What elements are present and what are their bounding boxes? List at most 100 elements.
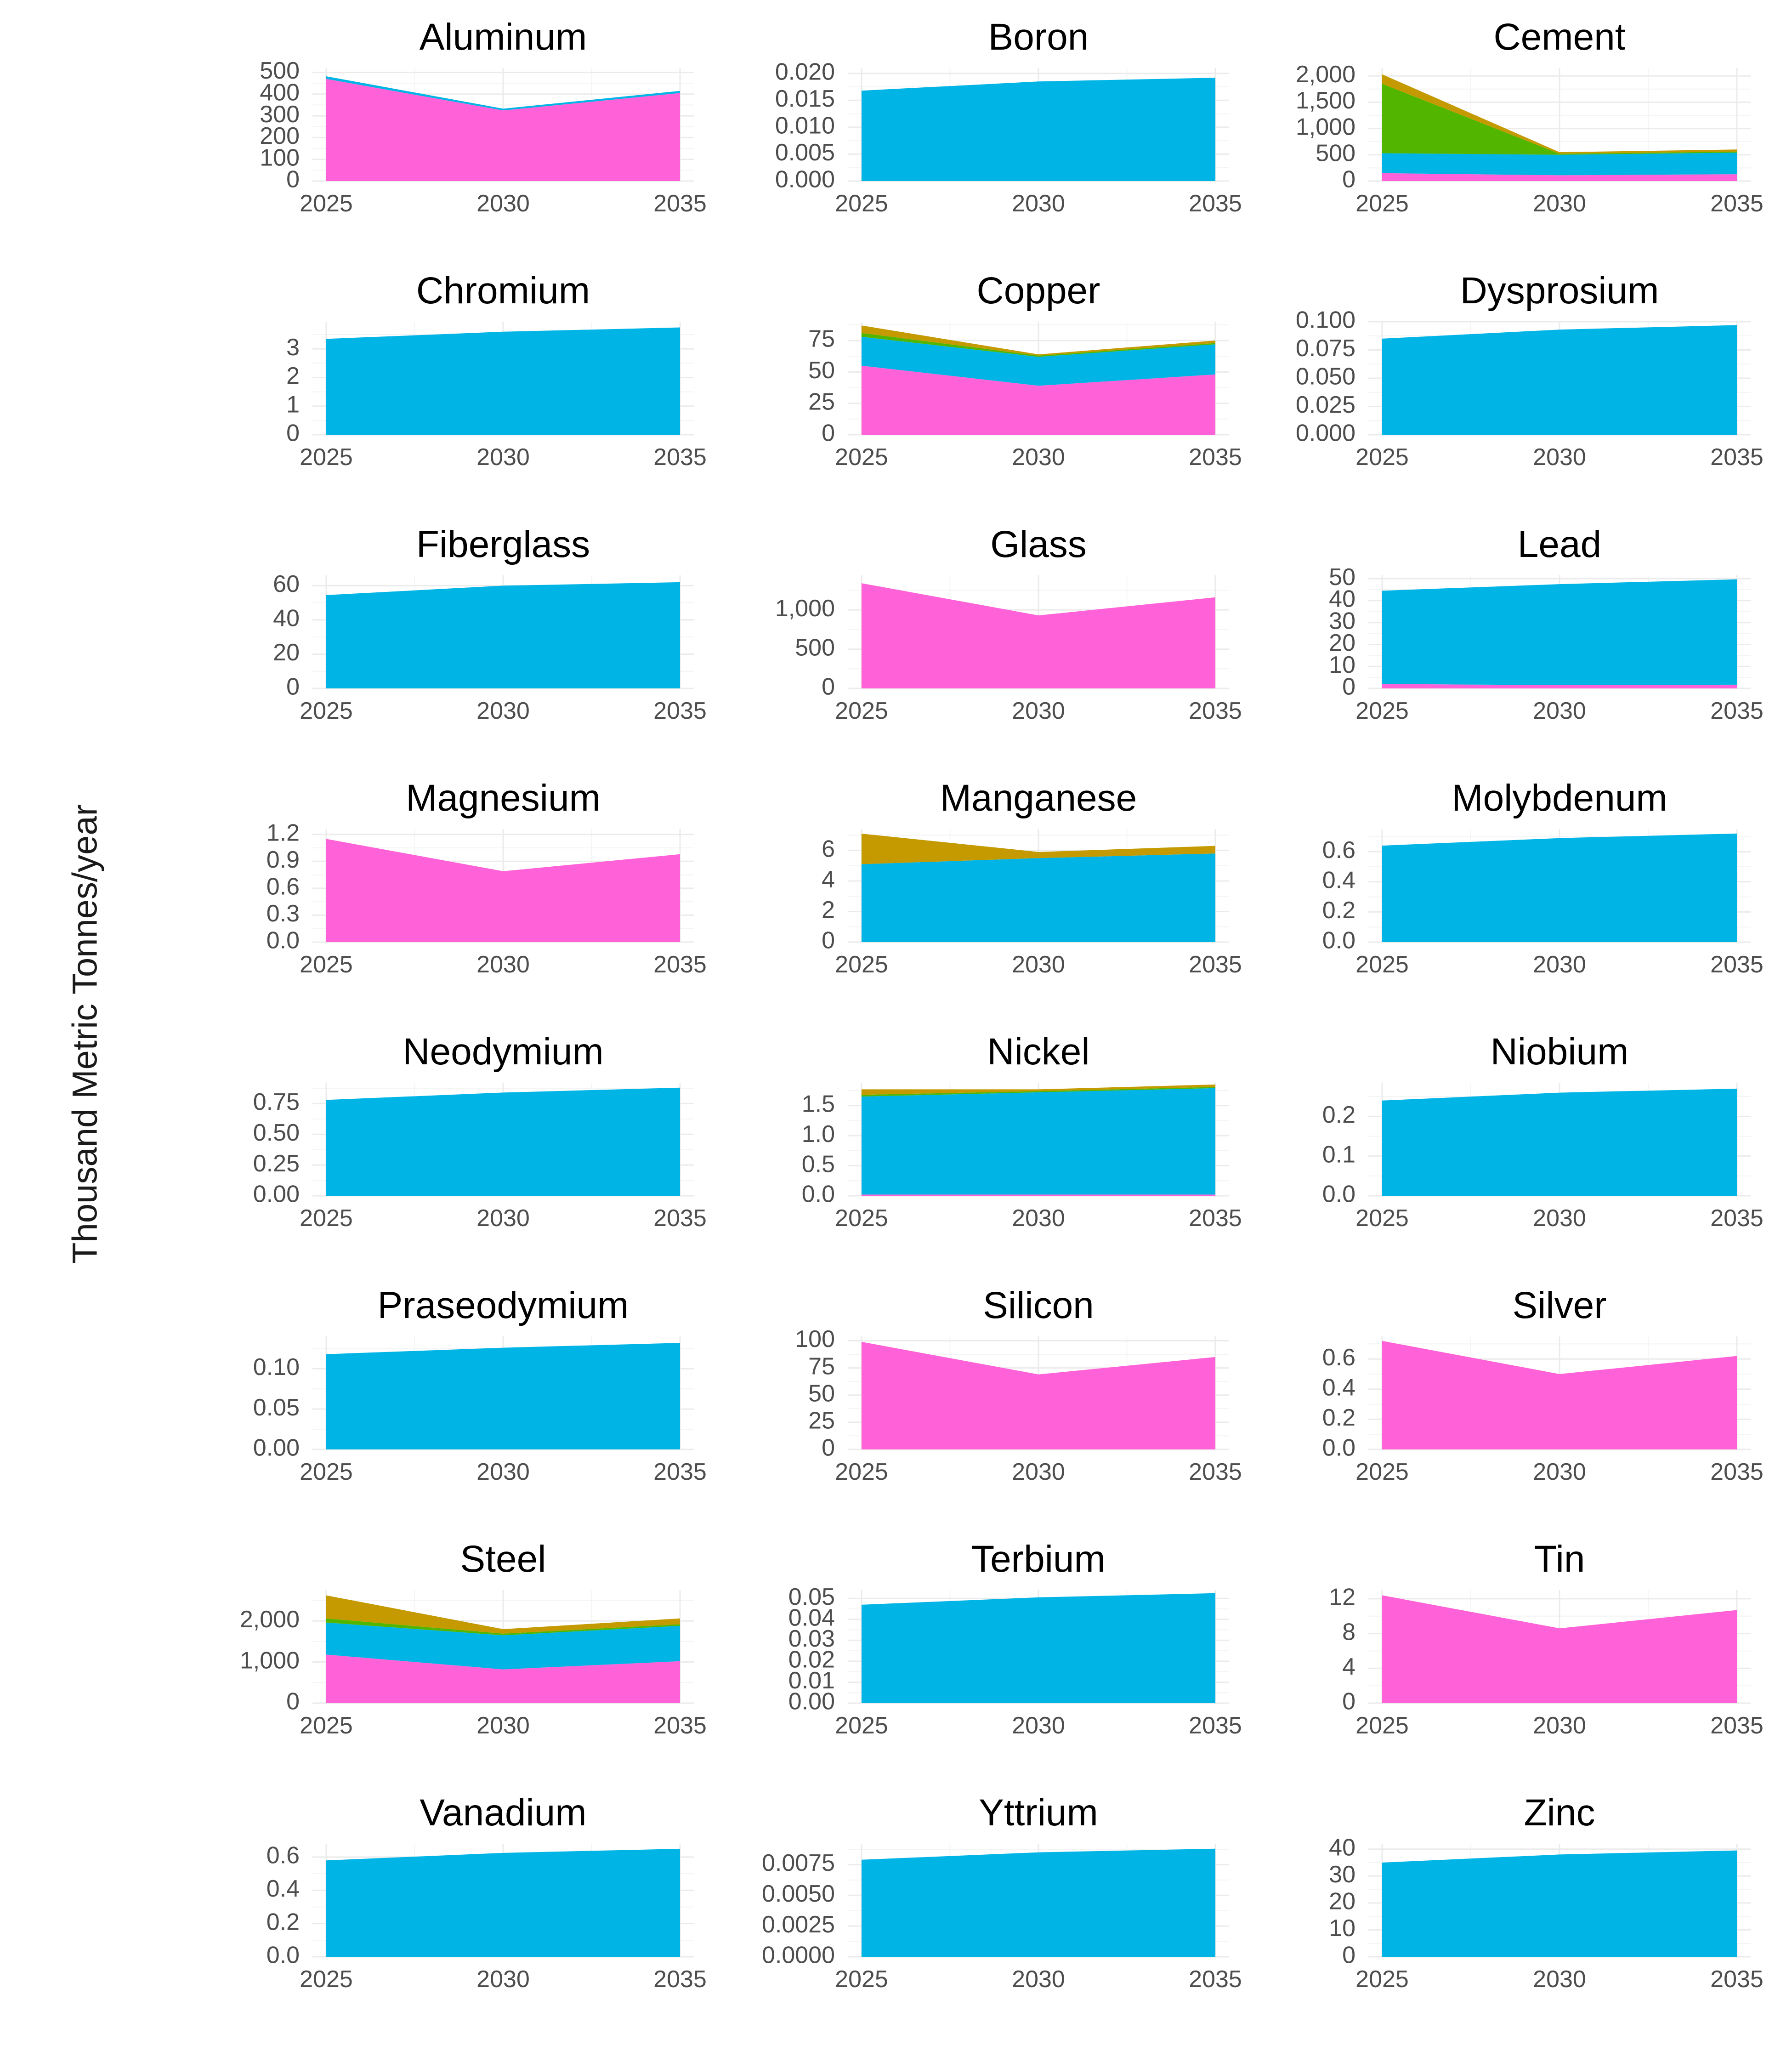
y-tick-label: 30 <box>1329 1861 1355 1888</box>
x-tick-label: 2035 <box>1710 698 1764 724</box>
x-tick-label: 2025 <box>835 190 888 217</box>
facet-neodymium: Neodymium 0.00 0.25 0.50 0.75 2025 2030 2035 <box>253 1031 707 1232</box>
x-tick-label: 2030 <box>1012 1712 1065 1739</box>
y-tick-label: 0.0 <box>1322 1181 1355 1208</box>
y-tick-label: 100 <box>260 144 300 171</box>
facet-title: Fiberglass <box>416 523 590 565</box>
x-tick-label: 2025 <box>835 951 888 978</box>
y-tick-label: 20 <box>1329 1888 1355 1915</box>
x-tick-label: 2030 <box>476 1205 530 1232</box>
x-tick-label: 2025 <box>300 444 353 471</box>
y-tick-label: 0.00 <box>253 1181 300 1208</box>
facet-title: Silicon <box>983 1284 1094 1326</box>
x-tick-label: 2025 <box>1355 1459 1409 1485</box>
area-layer-manganese-2 <box>862 834 1215 864</box>
x-tick-label: 2025 <box>835 698 888 724</box>
area-layer-steel-2 <box>326 1622 680 1670</box>
y-tick-label: 0.020 <box>775 58 835 85</box>
x-tick-label: 2030 <box>1012 444 1065 471</box>
x-tick-label: 2035 <box>1710 951 1764 978</box>
area-layer-neodymium-1 <box>326 1087 680 1196</box>
facet-title: Magnesium <box>406 777 601 819</box>
area-layer-tin-1 <box>1382 1595 1737 1703</box>
y-tick-label: 4 <box>1342 1653 1355 1680</box>
x-tick-label: 2025 <box>300 1459 353 1485</box>
y-tick-label: 0.4 <box>267 1875 300 1902</box>
x-tick-label: 2030 <box>1533 951 1586 978</box>
y-tick-label: 0.050 <box>1296 364 1355 390</box>
x-tick-label: 2035 <box>653 1712 707 1739</box>
y-tick-label: 0.6 <box>1322 837 1355 864</box>
y-tick-label: 30 <box>1329 608 1355 634</box>
facet-title: Tin <box>1534 1538 1585 1580</box>
y-tick-label: 10 <box>1329 1915 1355 1942</box>
x-tick-label: 2035 <box>1189 190 1242 217</box>
area-layer-lead-2 <box>1382 579 1737 685</box>
y-tick-label: 300 <box>260 101 300 128</box>
facet-title: Zinc <box>1524 1792 1595 1834</box>
y-tick-label: 0.010 <box>775 113 835 139</box>
y-tick-label: 200 <box>260 123 300 149</box>
area-layer-yttrium-1 <box>862 1848 1215 1957</box>
x-tick-label: 2025 <box>1355 1205 1409 1232</box>
y-tick-label: 40 <box>1329 1834 1355 1861</box>
y-tick-label: 0 <box>822 927 835 954</box>
facet-title: Boron <box>988 16 1089 58</box>
y-tick-label: 0.015 <box>775 85 835 112</box>
facet-title: Praseodymium <box>378 1284 629 1326</box>
y-tick-label: 0.6 <box>1322 1344 1355 1371</box>
area-layer-praseodymium-1 <box>326 1343 680 1449</box>
y-tick-label: 4 <box>822 866 835 893</box>
x-tick-label: 2025 <box>300 190 353 217</box>
y-tick-label: 0 <box>1342 1688 1355 1715</box>
x-tick-label: 2035 <box>1189 1712 1242 1739</box>
facet-title: Nickel <box>987 1031 1089 1073</box>
y-tick-label: 0.0 <box>802 1181 835 1208</box>
y-tick-label: 0.0025 <box>762 1911 835 1938</box>
x-tick-label: 2035 <box>1710 1205 1764 1232</box>
facet-title: Vanadium <box>420 1792 586 1834</box>
y-tick-label: 0.0 <box>267 927 300 954</box>
x-tick-label: 2025 <box>835 1966 888 1993</box>
x-tick-label: 2035 <box>1710 444 1764 471</box>
y-tick-label: 0 <box>286 166 300 193</box>
facet-title: Silver <box>1512 1284 1606 1326</box>
y-tick-label: 2 <box>822 897 835 923</box>
area-layer-boron-1 <box>862 78 1215 181</box>
y-tick-label: 0 <box>286 674 300 700</box>
x-tick-label: 2025 <box>1355 190 1409 217</box>
y-tick-label: 0 <box>1342 166 1355 193</box>
y-tick-label: 500 <box>260 57 300 84</box>
area-layer-silver-1 <box>1382 1341 1737 1449</box>
y-tick-label: 10 <box>1329 652 1355 678</box>
y-tick-label: 0.0050 <box>762 1881 835 1907</box>
area-layer-steel-1 <box>326 1654 680 1703</box>
facet-magnesium: Magnesium 0.00.30.60.91.2 2025 2030 2035 <box>267 777 707 978</box>
x-tick-label: 2025 <box>835 1205 888 1232</box>
y-tick-label: 20 <box>273 639 300 666</box>
y-tick-label: 0.00 <box>253 1435 300 1461</box>
x-tick-label: 2035 <box>1189 951 1242 978</box>
area-layer-nickel-2 <box>862 1088 1215 1195</box>
y-tick-label: 0.100 <box>1296 307 1355 334</box>
facet-steel: Steel 0 1,000 2,000 2025 2030 2035 <box>240 1538 707 1739</box>
y-tick-label: 2,000 <box>1296 61 1355 88</box>
facet-fiberglass: Fiberglass 0 20 40 60 2025 2030 2035 <box>273 523 707 724</box>
facet-manganese: Manganese 0 2 4 6 2025 2030 2035 <box>822 777 1242 978</box>
facet-glass: Glass 0 500 1,000 2025 2030 2035 <box>775 523 1242 724</box>
facet-praseodymium: Praseodymium 0.00 0.05 0.10 2025 2030 2035 <box>253 1284 707 1485</box>
y-tick-label: 40 <box>273 605 300 632</box>
y-tick-label: 0.50 <box>253 1119 300 1146</box>
x-tick-label: 2030 <box>1012 1966 1065 1993</box>
y-tick-label: 400 <box>260 80 300 106</box>
area-layer-nickel-4 <box>862 1084 1215 1095</box>
area-layer-copper-4 <box>862 325 1215 356</box>
x-tick-label: 2030 <box>476 1966 530 1993</box>
x-tick-label: 2035 <box>1189 698 1242 724</box>
x-tick-label: 2035 <box>653 1966 707 1993</box>
facet-title: Chromium <box>416 270 590 312</box>
area-layer-cement-1 <box>1382 173 1737 181</box>
